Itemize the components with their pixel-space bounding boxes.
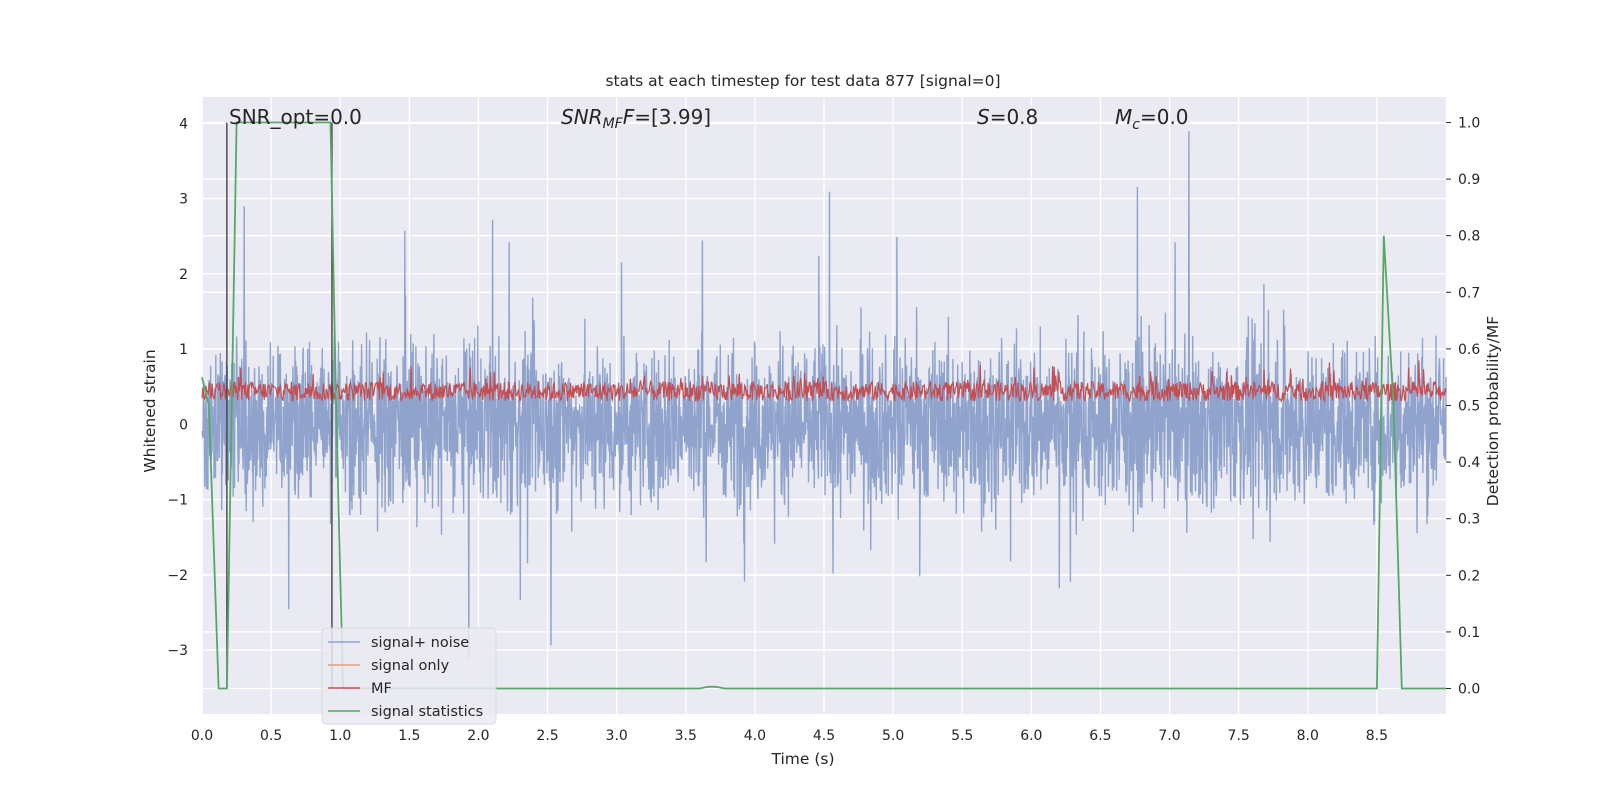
x-axis-label: Time (s) (770, 750, 834, 768)
y-axis-label: Whitened strain (141, 349, 159, 472)
chart-title: stats at each timestep for test data 877… (605, 72, 1000, 90)
x-tick-label: 2.5 (536, 728, 558, 744)
legend-label-mf: MF (371, 681, 392, 697)
series-mf (201, 360, 1447, 403)
x-tick-label: 6.5 (1089, 728, 1111, 744)
y-tick-label: −3 (167, 643, 188, 659)
x-tick-label: 5.0 (882, 728, 904, 744)
x-tick-label: 0.5 (260, 728, 282, 744)
y-tick-label: 0 (179, 417, 188, 433)
y2-tick-label: 0.1 (1458, 625, 1480, 641)
y-tick-label: 3 (179, 192, 188, 208)
x-tick-label: 5.5 (951, 728, 973, 744)
y2-tick-label: 0.9 (1458, 172, 1480, 188)
x-tick-labels: 0.0 0.5 1.0 1.5 2.0 2.5 3.0 3.5 4.0 4.5 5.0 5.5 6.0 6… (191, 728, 1388, 744)
x-tick-label: 3.0 (606, 728, 628, 744)
x-tick-label: 4.0 (744, 728, 766, 744)
legend: signal+ noise signal only MF signal stat… (321, 627, 497, 725)
legend-label-signal-only: signal only (371, 658, 450, 674)
x-tick-label: 2.0 (467, 728, 489, 744)
y-tick-label: 1 (179, 342, 188, 358)
y2-axis-label: Detection probability/MF (1484, 316, 1502, 507)
y-tick-label: 2 (179, 267, 188, 283)
x-tick-label: 7.0 (1158, 728, 1180, 744)
y2-tick-label: 0.8 (1458, 229, 1480, 245)
y2-tick-label: 0.7 (1458, 285, 1480, 301)
y2-tick-label: 0.4 (1458, 455, 1480, 471)
y-tick-label: −1 (167, 493, 188, 509)
x-tick-label: 1.0 (329, 728, 351, 744)
series-signal-noise (201, 131, 1447, 659)
x-tick-label: 3.5 (675, 728, 697, 744)
y-tick-labels: −3 −2 −1 0 1 2 3 4 (167, 116, 188, 659)
x-tick-label: 1.5 (398, 728, 420, 744)
annotation-snr-opt: SNR_opt=0.0 (229, 105, 362, 129)
y2-tick-label: 1.0 (1458, 115, 1480, 131)
series-signal-statistics (201, 121, 1446, 690)
legend-label-signal-noise: signal+ noise (371, 635, 469, 651)
y2-tick-labels: 0.0 0.1 0.2 0.3 0.4 0.5 0.6 0.7 0.8 0.9 1.0 (1446, 115, 1480, 698)
annotation-s: S=0.8 (977, 105, 1038, 129)
y2-tick-label: 0.0 (1458, 682, 1480, 698)
y2-tick-label: 0.6 (1458, 342, 1480, 358)
x-tick-label: 0.0 (191, 728, 213, 744)
y2-tick-label: 0.3 (1458, 512, 1480, 528)
annotation-mc: Mc=0.0 (1115, 105, 1189, 133)
annotation-snr-mf: SNRMFF=[3.99] (561, 105, 711, 132)
x-tick-label: 4.5 (813, 728, 835, 744)
x-tick-label: 8.0 (1297, 728, 1319, 744)
x-tick-label: 8.5 (1366, 728, 1388, 744)
y2-tick-label: 0.5 (1458, 399, 1480, 415)
x-tick-label: 6.0 (1020, 728, 1042, 744)
y-tick-label: 4 (179, 116, 188, 132)
y2-tick-label: 0.2 (1458, 568, 1480, 584)
y-tick-label: −2 (167, 568, 188, 584)
legend-label-signal-statistics: signal statistics (371, 704, 483, 720)
x-tick-label: 7.5 (1228, 728, 1250, 744)
